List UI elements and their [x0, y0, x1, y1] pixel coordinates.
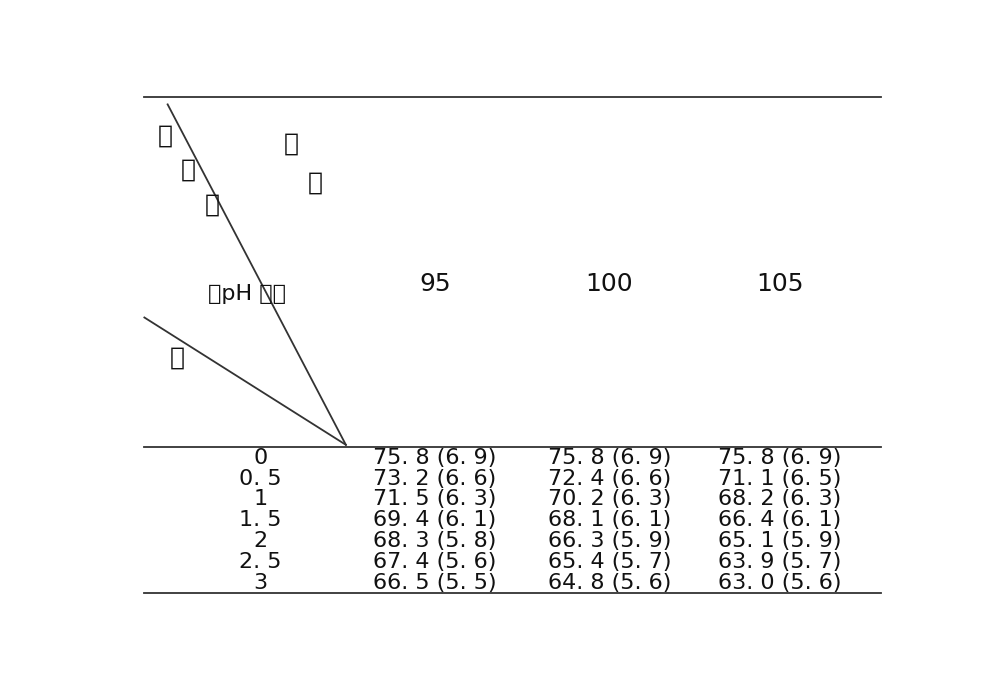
- Text: 2. 5: 2. 5: [239, 551, 282, 572]
- Text: 66. 4 (6. 1): 66. 4 (6. 1): [718, 510, 842, 530]
- Text: 67. 4 (5. 6): 67. 4 (5. 6): [373, 551, 497, 572]
- Text: 0. 5: 0. 5: [239, 468, 282, 489]
- Text: 66. 3 (5. 9): 66. 3 (5. 9): [548, 531, 671, 551]
- Text: 73. 2 (6. 6): 73. 2 (6. 6): [373, 468, 497, 489]
- Text: 105: 105: [756, 272, 804, 296]
- Text: 100: 100: [586, 272, 633, 296]
- Text: 63. 0 (5. 6): 63. 0 (5. 6): [718, 572, 842, 593]
- Text: 温: 温: [284, 132, 299, 155]
- Text: 72. 4 (6. 6): 72. 4 (6. 6): [548, 468, 671, 489]
- Text: 63. 9 (5. 7): 63. 9 (5. 7): [718, 551, 842, 572]
- Text: 量: 量: [204, 192, 219, 217]
- Text: 68. 3 (5. 8): 68. 3 (5. 8): [373, 531, 497, 551]
- Text: 75. 8 (6. 9): 75. 8 (6. 9): [373, 448, 497, 468]
- Text: 64. 8 (5. 6): 64. 8 (5. 6): [548, 572, 671, 593]
- Text: 3: 3: [254, 572, 268, 593]
- Text: 95: 95: [419, 272, 451, 296]
- Text: 71. 5 (6. 3): 71. 5 (6. 3): [373, 489, 497, 510]
- Text: 65. 1 (5. 9): 65. 1 (5. 9): [718, 531, 842, 551]
- Text: 0: 0: [254, 448, 268, 468]
- Text: 68. 2 (6. 3): 68. 2 (6. 3): [718, 489, 842, 510]
- Text: 水: 水: [181, 157, 196, 182]
- Text: 65. 4 (5. 7): 65. 4 (5. 7): [548, 551, 671, 572]
- Text: 时: 时: [170, 346, 185, 369]
- Text: 2: 2: [254, 531, 268, 551]
- Text: 75. 8 (6. 9): 75. 8 (6. 9): [548, 448, 671, 468]
- Text: （pH 值）: （pH 值）: [208, 284, 286, 304]
- Text: 度: 度: [307, 170, 322, 194]
- Text: 1: 1: [254, 489, 268, 510]
- Text: 69. 4 (6. 1): 69. 4 (6. 1): [373, 510, 497, 530]
- Text: 75. 8 (6. 9): 75. 8 (6. 9): [718, 448, 842, 468]
- Text: 70. 2 (6. 3): 70. 2 (6. 3): [548, 489, 671, 510]
- Text: 1. 5: 1. 5: [239, 510, 282, 530]
- Text: 71. 1 (6. 5): 71. 1 (6. 5): [718, 468, 842, 489]
- Text: 含: 含: [158, 124, 173, 148]
- Text: 66. 5 (5. 5): 66. 5 (5. 5): [373, 572, 497, 593]
- Text: 68. 1 (6. 1): 68. 1 (6. 1): [548, 510, 671, 530]
